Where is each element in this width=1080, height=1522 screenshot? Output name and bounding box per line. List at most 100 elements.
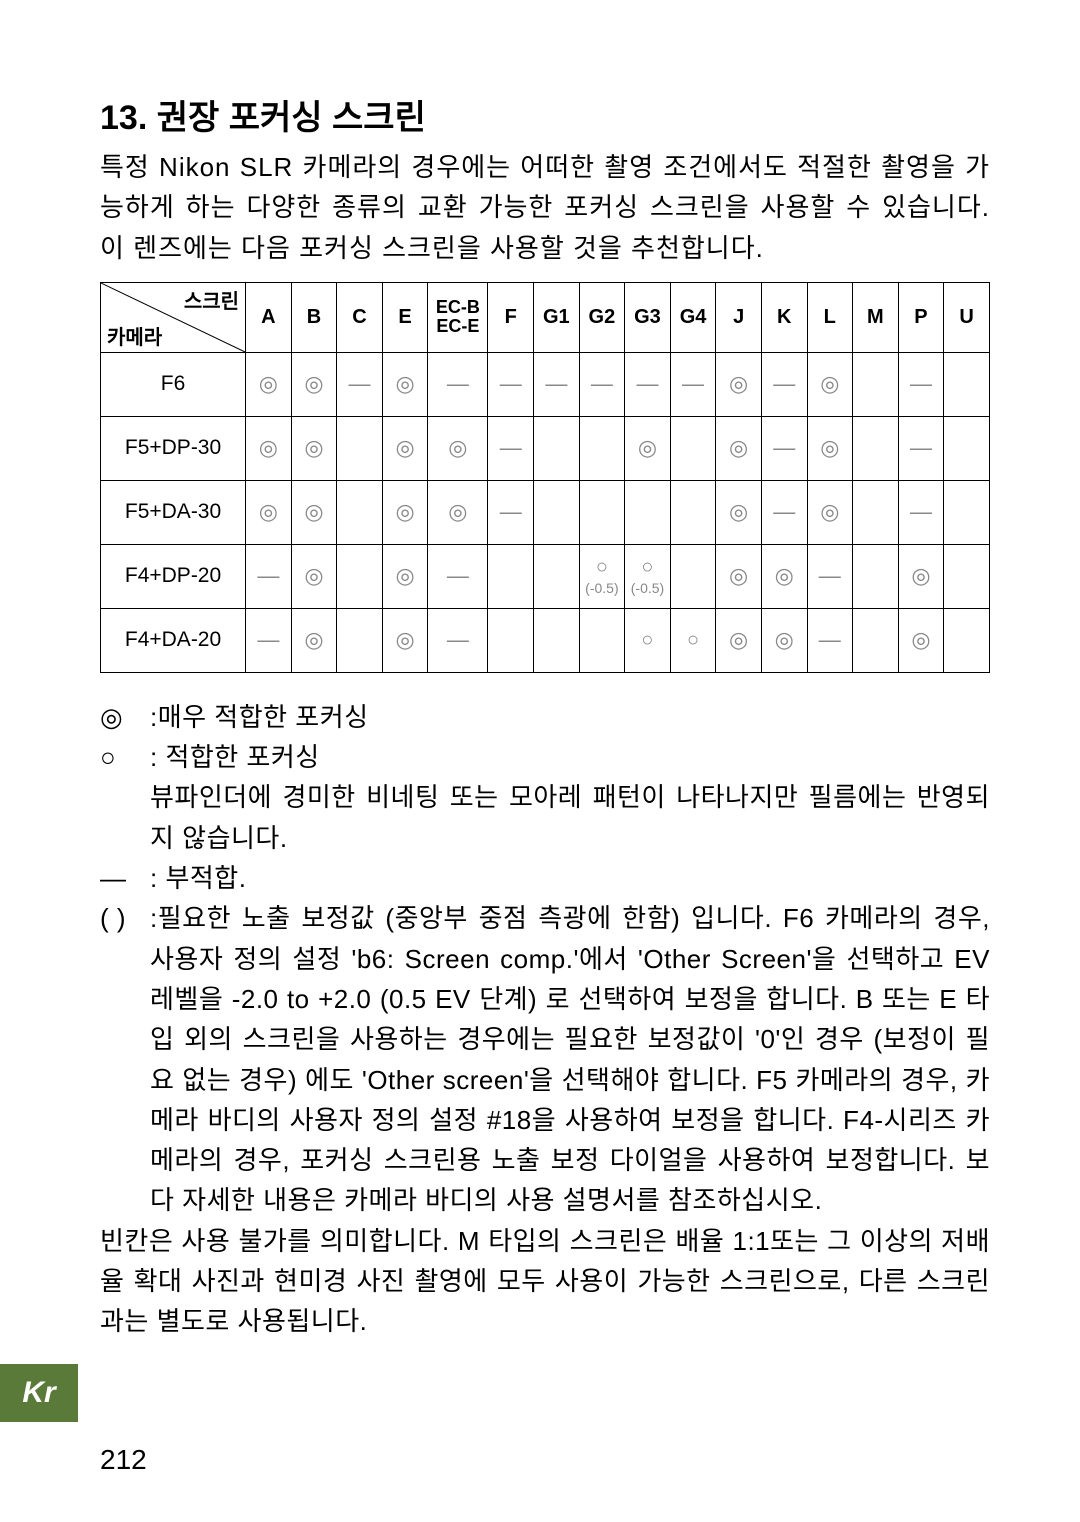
table-cell: — bbox=[761, 416, 807, 480]
table-header-diagonal: 스크린 카메라 bbox=[101, 282, 246, 352]
table-header-row: 스크린 카메라 ABCEEC-BEC-EFG1G2G3G4JKLMPU bbox=[101, 282, 990, 352]
table-row-label: F6 bbox=[101, 352, 246, 416]
table-row: F4+DA-20—◎◎—○○◎◎—◎ bbox=[101, 608, 990, 672]
table-cell bbox=[670, 544, 716, 608]
table-cell: — bbox=[534, 352, 580, 416]
table-cell bbox=[944, 608, 990, 672]
table-cell: — bbox=[670, 352, 716, 416]
table-cell: — bbox=[807, 608, 853, 672]
table-row-label: F5+DA-30 bbox=[101, 480, 246, 544]
table-column-header: U bbox=[944, 282, 990, 352]
legend-spacer bbox=[100, 777, 150, 858]
legend-accept-text-1: : 적합한 포커싱 bbox=[150, 737, 990, 777]
table-cell: ◎ bbox=[382, 608, 428, 672]
legend-accept-symbol: ○ bbox=[100, 737, 150, 777]
table-cell: ◎ bbox=[428, 416, 488, 480]
table-column-header: G2 bbox=[579, 282, 625, 352]
table-cell bbox=[337, 544, 383, 608]
table-cell: — bbox=[428, 544, 488, 608]
table-cell bbox=[853, 416, 899, 480]
table-cell: — bbox=[898, 416, 944, 480]
table-column-header: A bbox=[246, 282, 292, 352]
table-column-header: EC-BEC-E bbox=[428, 282, 488, 352]
table-cell: — bbox=[898, 480, 944, 544]
compatibility-table: 스크린 카메라 ABCEEC-BEC-EFG1G2G3G4JKLMPU F6◎◎… bbox=[100, 282, 990, 673]
table-cell: ◎ bbox=[807, 480, 853, 544]
intro-paragraph: 특정 Nikon SLR 카메라의 경우에는 어떠한 촬영 조건에서도 적절한 … bbox=[100, 147, 990, 268]
table-cell: ◎ bbox=[716, 480, 762, 544]
table-column-header: G1 bbox=[534, 282, 580, 352]
table-row: F5+DP-30◎◎◎◎—◎◎—◎— bbox=[101, 416, 990, 480]
table-column-header: K bbox=[761, 282, 807, 352]
table-column-header: J bbox=[716, 282, 762, 352]
table-cell: ◎ bbox=[382, 416, 428, 480]
table-cell bbox=[944, 352, 990, 416]
table-cell: ◎ bbox=[246, 352, 292, 416]
table-cell: — bbox=[428, 608, 488, 672]
table-cell: ◎ bbox=[382, 544, 428, 608]
table-row-label: F5+DP-30 bbox=[101, 416, 246, 480]
table-column-header: F bbox=[488, 282, 534, 352]
table-cell: ◎ bbox=[428, 480, 488, 544]
table-cell: ◎ bbox=[716, 416, 762, 480]
table-cell: ◎ bbox=[807, 352, 853, 416]
table-cell bbox=[944, 416, 990, 480]
table-cell bbox=[534, 416, 580, 480]
table-cell: ◎ bbox=[716, 608, 762, 672]
legend-dash-symbol: — bbox=[100, 858, 150, 898]
table-cell: ○(-0.5) bbox=[625, 544, 671, 608]
table-cell: ◎ bbox=[291, 352, 337, 416]
table-cell bbox=[853, 352, 899, 416]
table-cell: ◎ bbox=[291, 544, 337, 608]
legend-paren-text: :필요한 노출 보정값 (중앙부 중점 측광에 한함) 입니다. F6 카메라의… bbox=[150, 898, 990, 1220]
table-cell: ◎ bbox=[716, 544, 762, 608]
table-cell: ○ bbox=[625, 608, 671, 672]
table-cell: — bbox=[625, 352, 671, 416]
table-cell: ◎ bbox=[716, 352, 762, 416]
table-cell: ◎ bbox=[898, 544, 944, 608]
table-cell: ◎ bbox=[291, 608, 337, 672]
table-cell: — bbox=[488, 352, 534, 416]
table-cell: — bbox=[246, 608, 292, 672]
table-cell bbox=[670, 480, 716, 544]
table-cell bbox=[670, 416, 716, 480]
table-cell: ◎ bbox=[382, 480, 428, 544]
section-title: 13. 권장 포커싱 스크린 bbox=[100, 90, 990, 139]
table-column-header: M bbox=[853, 282, 899, 352]
table-cell bbox=[534, 608, 580, 672]
table-cell bbox=[625, 480, 671, 544]
table-cell: — bbox=[428, 352, 488, 416]
table-cell bbox=[337, 608, 383, 672]
table-cell bbox=[579, 480, 625, 544]
table-row: F4+DP-20—◎◎—○(-0.5)○(-0.5)◎◎—◎ bbox=[101, 544, 990, 608]
table-cell: ◎ bbox=[761, 608, 807, 672]
table-cell: ◎ bbox=[291, 416, 337, 480]
table-cell: ◎ bbox=[625, 416, 671, 480]
table-cell: — bbox=[488, 480, 534, 544]
table-column-header: G4 bbox=[670, 282, 716, 352]
table-cell: — bbox=[488, 416, 534, 480]
table-cell bbox=[579, 608, 625, 672]
table-cell bbox=[944, 480, 990, 544]
table-cell: — bbox=[898, 352, 944, 416]
legend-paren-symbol: ( ) bbox=[100, 898, 150, 1220]
table-cell: ○(-0.5) bbox=[579, 544, 625, 608]
legend-block: ◎ :매우 적합한 포커싱 ○ : 적합한 포커싱 뷰파인더에 경미한 비네팅 … bbox=[100, 697, 990, 1221]
table-cell: — bbox=[337, 352, 383, 416]
table-cell bbox=[853, 608, 899, 672]
table-cell bbox=[337, 416, 383, 480]
diag-top-label: 스크린 bbox=[184, 285, 239, 314]
legend-accept-text-2: 뷰파인더에 경미한 비네팅 또는 모아레 패턴이 나타나지만 필름에는 반영되지… bbox=[150, 777, 990, 858]
table-row-label: F4+DA-20 bbox=[101, 608, 246, 672]
table-column-header: P bbox=[898, 282, 944, 352]
table-cell bbox=[944, 544, 990, 608]
table-row: F5+DA-30◎◎◎◎—◎—◎— bbox=[101, 480, 990, 544]
table-column-header: C bbox=[337, 282, 383, 352]
table-row: F6◎◎—◎——————◎—◎— bbox=[101, 352, 990, 416]
legend-excellent-text: :매우 적합한 포커싱 bbox=[150, 697, 990, 737]
table-cell bbox=[534, 480, 580, 544]
table-cell: ◎ bbox=[761, 544, 807, 608]
table-cell: ○ bbox=[670, 608, 716, 672]
legend-excellent-symbol: ◎ bbox=[100, 697, 150, 737]
legend-dash-text: : 부적합. bbox=[150, 858, 990, 898]
